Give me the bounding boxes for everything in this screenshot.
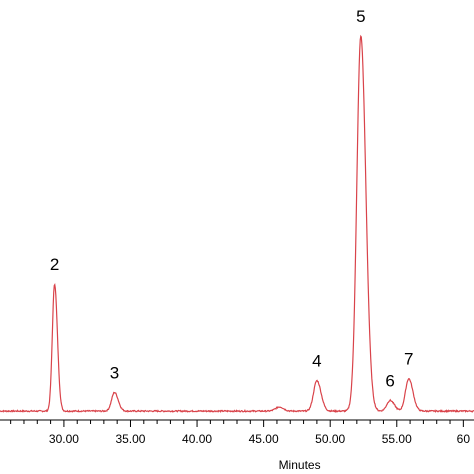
peak-label: 7 [404,350,413,369]
peak-label: 5 [356,7,365,26]
x-tick-label: 55.00 [382,432,412,446]
x-tick-label: 45.00 [249,432,279,446]
x-tick-label: 60 [457,432,471,446]
x-axis-tick-labels: 30.00 35.00 40.00 45.00 50.00 55.00 60 [49,432,470,446]
x-tick-label: 50.00 [315,432,345,446]
x-tick-label: 35.00 [115,432,145,446]
x-axis-ticks [10,420,464,427]
peak-label: 6 [385,371,394,390]
x-tick-label: 30.00 [49,432,79,446]
x-axis-title: Minutes [279,458,321,472]
x-tick-label: 40.00 [182,432,212,446]
peak-label: 3 [110,363,119,382]
peak-label: 4 [312,352,321,371]
chromatogram-trace [0,34,474,414]
peak-label: 2 [50,255,59,274]
peak-labels: 2 3 4 5 67 [50,7,414,391]
